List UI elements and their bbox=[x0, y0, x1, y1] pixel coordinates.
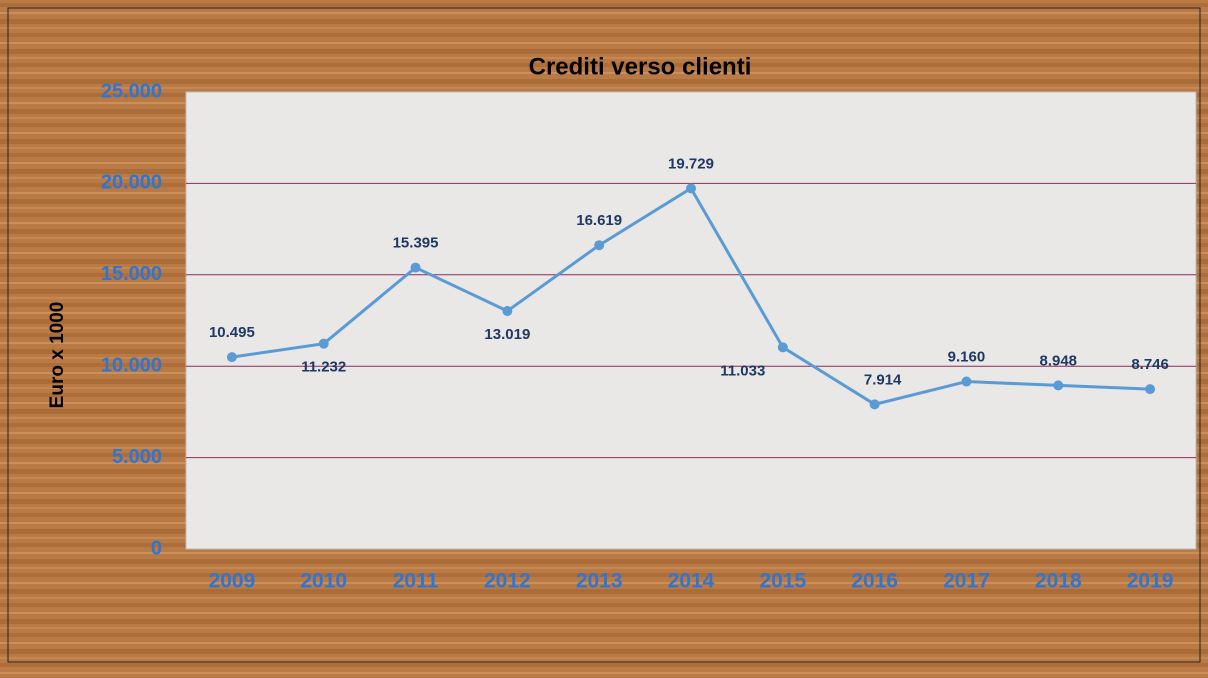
x-tick-label: 2013 bbox=[576, 570, 623, 593]
y-axis-label: Euro x 1000 bbox=[47, 302, 68, 409]
point bbox=[1053, 380, 1064, 391]
x-tick-label: 2010 bbox=[300, 570, 347, 593]
y-tick-label: 5.000 bbox=[112, 446, 162, 468]
data-label: 9.160 bbox=[948, 349, 986, 366]
y-tick-label: 25.000 bbox=[101, 80, 162, 102]
point bbox=[502, 306, 513, 317]
point bbox=[686, 183, 696, 194]
chart-title: Crediti verso clienti bbox=[529, 53, 752, 80]
x-tick-label: 2019 bbox=[1127, 570, 1174, 593]
x-tick-label: 2018 bbox=[1035, 570, 1082, 593]
frame bbox=[7, 7, 1201, 663]
y-tick-label: 15.000 bbox=[101, 263, 162, 285]
x-tick-label: 2016 bbox=[851, 570, 898, 593]
data-label: 19.729 bbox=[668, 155, 714, 172]
x-tick-label: 2012 bbox=[484, 570, 531, 593]
data-label: 15.395 bbox=[393, 235, 439, 252]
y-tick-label: 0 bbox=[151, 537, 162, 559]
data-label: 13.019 bbox=[484, 326, 530, 343]
point bbox=[594, 240, 605, 251]
point bbox=[869, 399, 880, 410]
point bbox=[226, 352, 237, 363]
y-tick-label: 20.000 bbox=[101, 172, 162, 194]
x-tick-label: 2014 bbox=[668, 570, 715, 593]
point bbox=[318, 338, 329, 349]
x-tick-label: 2017 bbox=[943, 570, 990, 593]
x-tick-label: 2011 bbox=[393, 570, 439, 593]
data-label: 8.746 bbox=[1131, 356, 1169, 373]
x-tick-label: 2009 bbox=[209, 570, 256, 593]
data-label: 8.948 bbox=[1039, 352, 1077, 369]
data-label: 11.232 bbox=[301, 359, 346, 376]
data-label: 16.619 bbox=[576, 212, 622, 229]
point bbox=[1145, 384, 1156, 395]
y-tick-label: 10.000 bbox=[101, 354, 162, 376]
data-label: 7.914 bbox=[864, 371, 902, 388]
point bbox=[777, 342, 788, 353]
x-tick-label: 2015 bbox=[759, 570, 806, 593]
point bbox=[410, 262, 421, 273]
data-label: 11.033 bbox=[720, 362, 765, 379]
plot-area bbox=[185, 91, 1197, 550]
point bbox=[961, 376, 972, 387]
data-label: 10.495 bbox=[209, 324, 255, 341]
